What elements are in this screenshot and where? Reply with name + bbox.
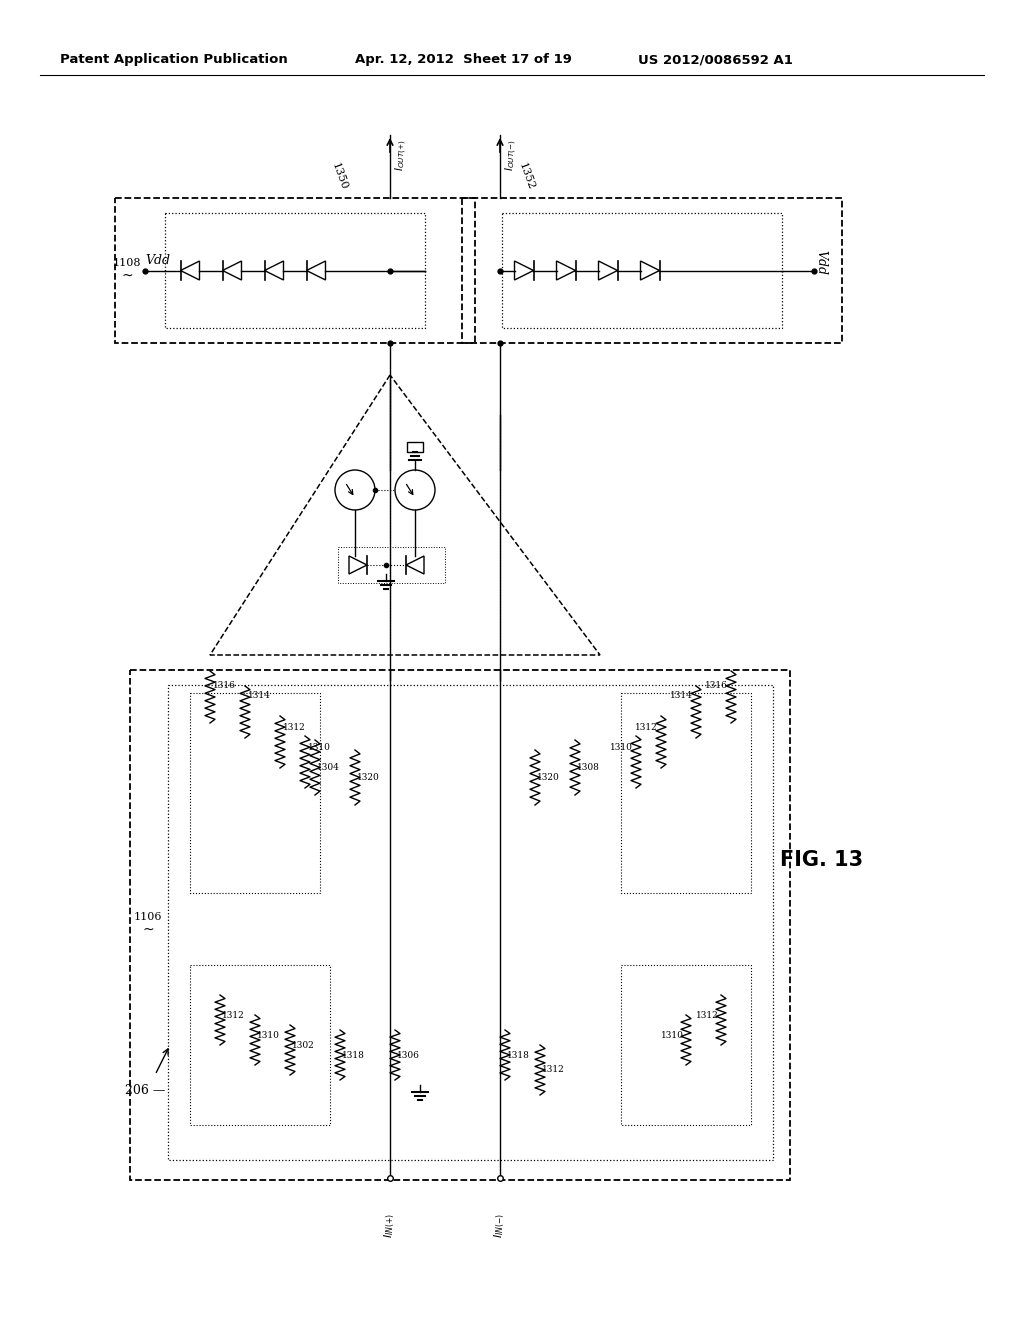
Text: 1302: 1302 xyxy=(292,1040,314,1049)
Text: 1312: 1312 xyxy=(222,1011,245,1019)
Text: FIG. 13: FIG. 13 xyxy=(780,850,863,870)
Text: 1312: 1312 xyxy=(696,1011,719,1019)
Text: ~: ~ xyxy=(142,923,154,937)
Text: 1310: 1310 xyxy=(308,743,331,752)
Text: 1350: 1350 xyxy=(330,161,349,191)
Text: 1320: 1320 xyxy=(357,774,380,783)
Text: ~: ~ xyxy=(121,268,133,282)
Text: 1314: 1314 xyxy=(248,692,271,701)
Text: 1310: 1310 xyxy=(257,1031,280,1040)
Text: $I_{OUT(-)}$: $I_{OUT(-)}$ xyxy=(504,139,519,170)
Text: $I_{IN(+)}$: $I_{IN(+)}$ xyxy=(383,1213,397,1238)
Text: Apr. 12, 2012  Sheet 17 of 19: Apr. 12, 2012 Sheet 17 of 19 xyxy=(355,54,571,66)
Text: 1312: 1312 xyxy=(283,723,306,733)
Text: $I_{OUT(+)}$: $I_{OUT(+)}$ xyxy=(394,139,410,170)
Text: 1318: 1318 xyxy=(342,1051,365,1060)
Text: 1352: 1352 xyxy=(517,161,537,191)
Text: 1312: 1312 xyxy=(542,1065,565,1074)
Text: 1308: 1308 xyxy=(577,763,600,772)
Text: 1306: 1306 xyxy=(397,1051,420,1060)
Text: 1108: 1108 xyxy=(113,257,141,268)
Text: 1304: 1304 xyxy=(317,763,340,772)
Text: 1106: 1106 xyxy=(134,912,162,921)
Text: 1318: 1318 xyxy=(507,1051,529,1060)
Text: 206 —: 206 — xyxy=(125,1084,165,1097)
Text: 1316: 1316 xyxy=(706,681,728,690)
Text: 1314: 1314 xyxy=(670,692,693,701)
Text: Vdd: Vdd xyxy=(814,249,827,275)
Text: 1312: 1312 xyxy=(635,723,658,733)
Text: US 2012/0086592 A1: US 2012/0086592 A1 xyxy=(638,54,793,66)
Text: 1320: 1320 xyxy=(537,774,560,783)
Text: 1316: 1316 xyxy=(213,681,236,690)
Text: $I_{IN(-)}$: $I_{IN(-)}$ xyxy=(493,1213,507,1238)
Text: 1310: 1310 xyxy=(662,1031,684,1040)
Text: 1310: 1310 xyxy=(610,743,633,752)
Text: Patent Application Publication: Patent Application Publication xyxy=(60,54,288,66)
Text: Vdd: Vdd xyxy=(145,253,170,267)
